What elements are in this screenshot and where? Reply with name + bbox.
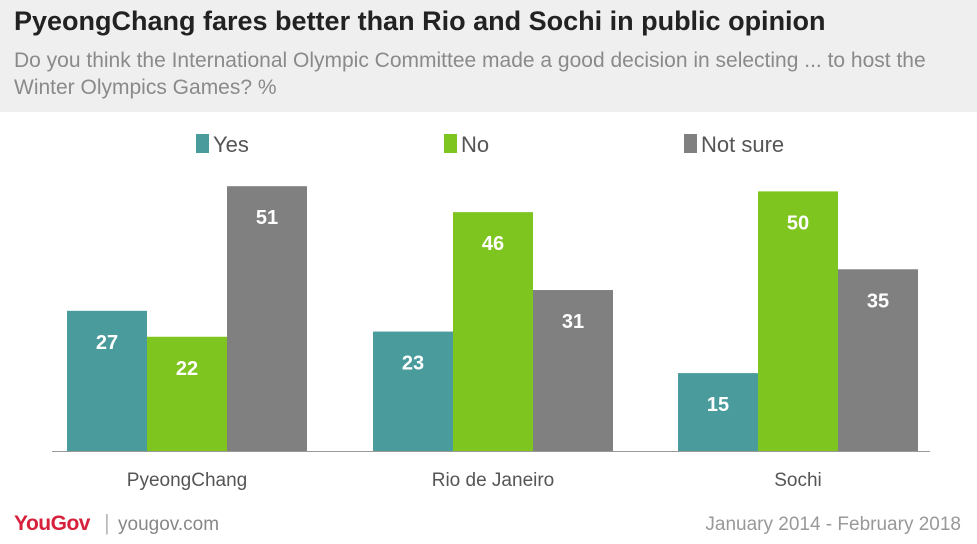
- value-label-yes-1: 23: [402, 353, 424, 375]
- legend-swatch-not-sure: [684, 134, 697, 153]
- category-label-2: Sochi: [774, 470, 822, 491]
- chart-title: PyeongChang fares better than Rio and So…: [14, 6, 826, 36]
- bar-yes-0: [67, 310, 147, 451]
- category-label-0: PyeongChang: [127, 470, 247, 491]
- footer-site: yougov.com: [118, 514, 220, 535]
- legend-label-not-sure: Not sure: [701, 132, 784, 157]
- bar-not-sure-0: [227, 186, 307, 451]
- yougov-logo: YouGov: [14, 512, 90, 535]
- bar-no-1: [453, 212, 533, 451]
- category-label-1: Rio de Janeiro: [432, 470, 555, 491]
- value-label-not-sure-2: 35: [867, 290, 889, 312]
- value-label-no-1: 46: [482, 233, 504, 255]
- value-label-not-sure-1: 31: [562, 311, 584, 333]
- chart-subtitle: Do you think the International Olympic C…: [14, 49, 926, 99]
- footer-date-range: January 2014 - February 2018: [705, 514, 961, 535]
- value-label-yes-0: 27: [96, 332, 118, 354]
- bar-not-sure-1: [533, 290, 613, 451]
- header-band: PyeongChang fares better than Rio and So…: [0, 0, 977, 112]
- bar-no-2: [758, 191, 838, 451]
- value-label-yes-2: 15: [707, 394, 729, 416]
- footer-separator: |: [104, 510, 110, 535]
- legend-swatch-yes: [196, 134, 209, 153]
- value-label-not-sure-0: 51: [256, 207, 278, 229]
- bar-no-0: [147, 336, 227, 451]
- legend-swatch-no: [444, 134, 457, 153]
- value-label-no-2: 50: [787, 212, 809, 234]
- bar-chart: Yes No Not sure 27 22 51 PyeongChang 23 46 31 Rio …: [52, 132, 930, 491]
- bar-yes-2: [678, 373, 758, 451]
- legend-label-no: No: [461, 132, 489, 157]
- value-label-no-0: 22: [176, 358, 198, 380]
- legend-label-yes: Yes: [213, 132, 249, 157]
- bar-yes-1: [373, 331, 453, 451]
- bar-not-sure-2: [838, 269, 918, 451]
